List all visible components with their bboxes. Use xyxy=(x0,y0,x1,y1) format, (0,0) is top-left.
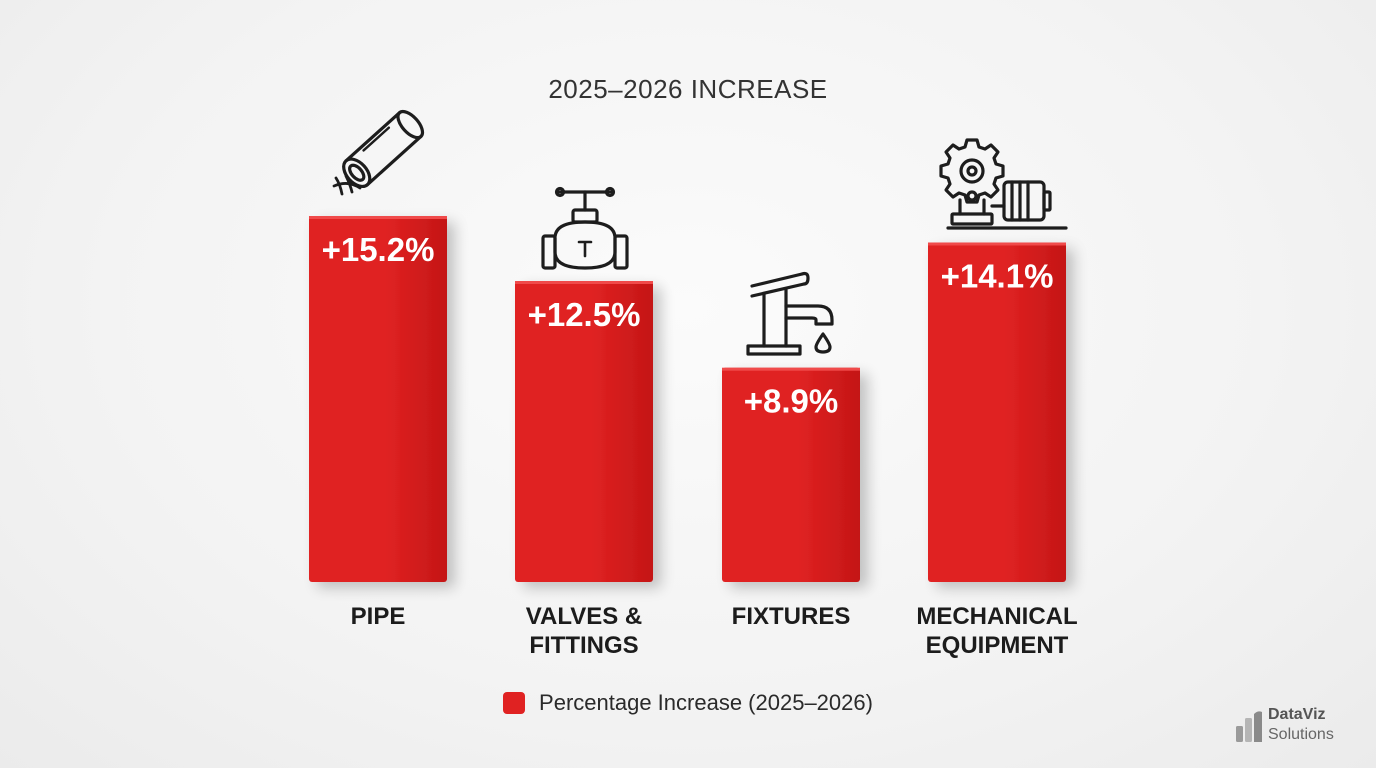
brand-subtitle: Solutions xyxy=(1268,726,1334,743)
faucet-icon xyxy=(746,271,834,356)
bar-group: +15.2% PIPE xyxy=(309,216,447,630)
data-label: +12.5% xyxy=(528,296,641,333)
brand-logo: DataViz Solutions xyxy=(1234,706,1364,748)
bar-group: +12.5% VALVES &FITTINGS xyxy=(515,281,653,659)
legend-swatch xyxy=(503,692,526,714)
valve-icon xyxy=(541,186,629,270)
bar-top-highlight xyxy=(309,216,447,219)
brand-name: DataViz xyxy=(1268,706,1326,723)
data-label: +14.1% xyxy=(941,257,1054,294)
category-label: PIPE xyxy=(351,603,406,630)
category-label: FITTINGS xyxy=(529,632,638,659)
pipe-icon xyxy=(332,109,425,196)
category-label: VALVES & xyxy=(526,603,642,630)
data-label: +15.2% xyxy=(322,231,435,268)
bar-top-highlight xyxy=(928,242,1066,246)
data-label: +8.9% xyxy=(744,383,839,420)
bar xyxy=(928,242,1066,582)
bar xyxy=(515,281,653,582)
category-label: MECHANICAL xyxy=(916,603,1077,630)
bar-group: +8.9% FIXTURES xyxy=(722,367,860,630)
chart-title: 2025–2026 INCREASE xyxy=(548,74,828,104)
bar-top-highlight xyxy=(515,281,653,285)
pump-motor-icon xyxy=(939,138,1068,230)
bar xyxy=(722,367,860,582)
bar xyxy=(309,216,447,582)
legend: Percentage Increase (2025–2026) xyxy=(0,690,1376,716)
bar-chart-logo-icon xyxy=(1236,711,1262,742)
category-label: FIXTURES xyxy=(732,603,851,630)
bar-top-highlight xyxy=(722,367,860,371)
category-label: EQUIPMENT xyxy=(926,632,1069,659)
legend-label: Percentage Increase (2025–2026) xyxy=(539,690,873,715)
